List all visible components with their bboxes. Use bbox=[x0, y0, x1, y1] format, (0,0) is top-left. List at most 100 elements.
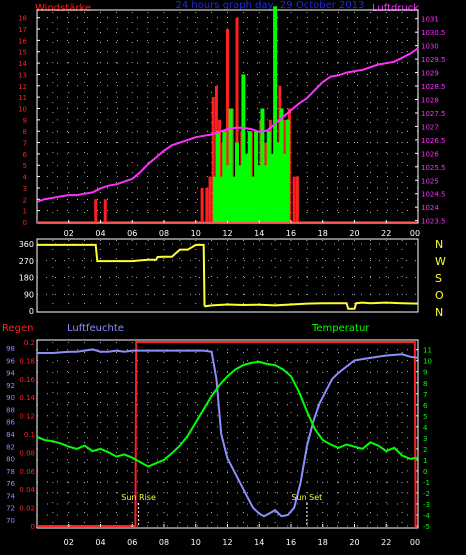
wind-gust-bar bbox=[292, 176, 296, 222]
wind-average-bar bbox=[257, 165, 262, 222]
climate-panel-frame bbox=[36, 339, 419, 529]
pressure-tick-label: 1026.5 bbox=[421, 137, 446, 145]
temperature-tick-label: 6 bbox=[423, 402, 428, 410]
direction-tick-label: 90 bbox=[24, 290, 34, 299]
pressure-tick-label: 1031 bbox=[421, 16, 439, 24]
wind-average-bar bbox=[247, 131, 252, 222]
humidity-tick-label: 88 bbox=[6, 406, 15, 414]
humidity-tick-label: 98 bbox=[6, 345, 15, 353]
pressure-tick-label: 1028.5 bbox=[421, 83, 446, 91]
pressure-tick-label: 1024.5 bbox=[421, 191, 446, 199]
wind-average-bar bbox=[215, 131, 220, 222]
wind-average-bar bbox=[238, 165, 243, 222]
wind-tick-label: 8 bbox=[23, 128, 27, 136]
rain-tick-label: 0.2 bbox=[24, 339, 35, 347]
wind-average-bar bbox=[219, 176, 224, 222]
humidity-tick-label: 92 bbox=[6, 382, 15, 390]
wind-tick-label: 9 bbox=[23, 117, 27, 125]
wind-panel-ticks: 01234567891011121314151617181023.5102410… bbox=[18, 15, 445, 227]
pressure-tick-label: 1024 bbox=[421, 204, 439, 212]
wind-average-bar bbox=[235, 142, 240, 222]
temperature-tick-label: 3 bbox=[423, 435, 427, 443]
wind-tick-label: 18 bbox=[18, 15, 27, 23]
wind-average-bar bbox=[263, 165, 268, 222]
wind-gust-bar bbox=[226, 29, 229, 223]
temperature-tick-label: 10 bbox=[423, 358, 432, 366]
temperature-tick-label: 1 bbox=[423, 457, 427, 465]
wind-gust-bar bbox=[208, 176, 212, 222]
climate-x-label: 16 bbox=[286, 538, 296, 547]
direction-tick-label: 360 bbox=[19, 240, 34, 249]
wind-tick-label: 15 bbox=[18, 49, 27, 57]
wind-average-bar bbox=[212, 176, 217, 222]
luftfeuchte-label: Luftfeuchte bbox=[67, 323, 124, 334]
wind-tick-label: 16 bbox=[18, 37, 27, 45]
wind-tick-label: 7 bbox=[23, 140, 27, 148]
sun-marker-label: Sun Rise bbox=[121, 493, 156, 502]
wind-average-bar bbox=[228, 108, 233, 222]
compass-label: W bbox=[435, 255, 446, 268]
wind-tick-label: 4 bbox=[23, 174, 28, 182]
compass-label: N bbox=[435, 306, 443, 319]
rain-tick-label: 0.08 bbox=[19, 449, 35, 457]
direction-tick-label: 0 bbox=[29, 307, 34, 316]
climate-panel-x-labels: 02 04 06 08 10 12 14 16 18 20 22 00 bbox=[64, 524, 420, 547]
wind-average-bar bbox=[222, 131, 227, 222]
wind-x-label: 16 bbox=[286, 229, 296, 238]
humidity-tick-label: 74 bbox=[6, 492, 15, 500]
temperature-tick-label: 0 bbox=[423, 468, 427, 476]
windstaerke-label: Windstärke bbox=[35, 3, 91, 14]
climate-x-label: 00 bbox=[410, 538, 420, 547]
wind-x-label: 14 bbox=[254, 229, 264, 238]
wind-average-bars bbox=[212, 6, 290, 222]
humidity-tick-label: 72 bbox=[6, 505, 15, 513]
climate-x-label: 14 bbox=[254, 538, 264, 547]
wind-gust-bar bbox=[103, 199, 107, 222]
wind-average-bar bbox=[244, 153, 249, 222]
wind-average-bar bbox=[231, 176, 236, 222]
wind-gust-bar bbox=[205, 187, 209, 222]
wind-x-label: 18 bbox=[318, 229, 328, 238]
climate-x-label: 08 bbox=[159, 538, 169, 547]
wind-gust-bar bbox=[235, 17, 239, 223]
direction-panel-frame bbox=[36, 238, 419, 313]
rain-tick-label: 0.12 bbox=[19, 413, 35, 421]
wind-average-bar bbox=[279, 108, 284, 222]
wind-tick-label: 1 bbox=[23, 208, 27, 216]
wind-gust-bar bbox=[94, 199, 98, 222]
wind-tick-label: 0 bbox=[23, 219, 27, 227]
wind-average-bar bbox=[276, 142, 281, 222]
rain-tick-label: 0.06 bbox=[19, 468, 35, 476]
wind-x-label: 06 bbox=[127, 229, 137, 238]
wind-tick-label: 14 bbox=[18, 60, 27, 68]
wind-gust-bar bbox=[200, 187, 204, 222]
pressure-tick-label: 1028 bbox=[421, 97, 439, 105]
compass-label: O bbox=[435, 289, 444, 302]
compass-label: S bbox=[435, 272, 442, 285]
humidity-tick-label: 96 bbox=[6, 357, 15, 365]
direction-tick-label: 180 bbox=[19, 274, 34, 283]
climate-x-label: 02 bbox=[64, 538, 74, 547]
humidity-tick-label: 70 bbox=[6, 517, 15, 525]
temperature-tick-label: -2 bbox=[423, 490, 430, 498]
wind-gust-bar bbox=[211, 97, 215, 222]
wind-average-bar bbox=[285, 119, 290, 222]
humidity-tick-label: 84 bbox=[6, 431, 15, 439]
wind-average-bar bbox=[266, 131, 271, 222]
rain-tick-label: 0.16 bbox=[19, 376, 35, 384]
wind-tick-label: 5 bbox=[23, 162, 27, 170]
humidity-tick-label: 76 bbox=[6, 480, 15, 488]
humidity-tick-label: 86 bbox=[6, 419, 15, 427]
wind-x-label: 04 bbox=[95, 229, 105, 238]
wind-average-bar bbox=[260, 108, 265, 222]
chart-title: 24 hours graph day, 29 October 2013 bbox=[176, 0, 365, 11]
temperature-tick-label: -5 bbox=[423, 523, 430, 531]
rain-tick-label: 0.04 bbox=[19, 486, 35, 494]
temperature-tick-label: -3 bbox=[423, 501, 430, 509]
temperature-tick-label: 8 bbox=[423, 380, 427, 388]
wind-average-bar bbox=[273, 6, 278, 222]
wind-tick-label: 3 bbox=[23, 185, 27, 193]
direction-tick-label: 270 bbox=[19, 257, 34, 266]
wind-average-bar bbox=[282, 153, 287, 222]
